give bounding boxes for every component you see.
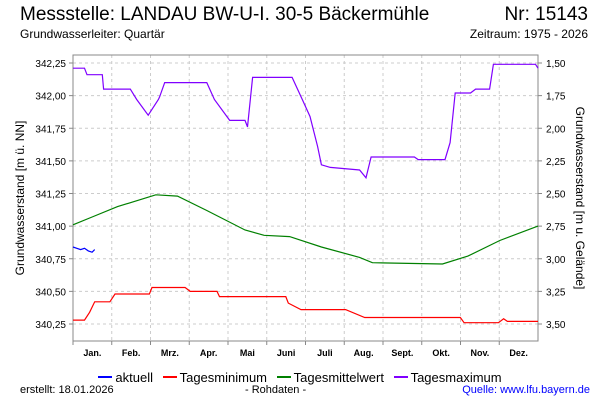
y-tick-label: 341,00 [35, 222, 66, 233]
station-number: Nr: 15143 [504, 4, 588, 25]
y-tick-label: 342,00 [35, 92, 66, 103]
legend-label: aktuell [115, 369, 153, 385]
y2-axis-label: Grundwasserstand [m u. Gelände] [573, 107, 587, 290]
legend: aktuell Tagesminimum Tagesmittelwert Tag… [0, 366, 600, 385]
legend-aktuell: aktuell [98, 370, 153, 385]
legend-label: Tagesminimum [179, 369, 268, 385]
series-line-tagesmaximum [73, 63, 539, 180]
y-tick-label: 341,25 [35, 190, 66, 201]
x-tick-label: Dez. [509, 348, 528, 358]
x-tick-label: Apr. [200, 348, 218, 358]
legend-label: Tagesmaximum [410, 369, 502, 385]
x-tick-label: Juli [317, 348, 333, 358]
y2-tick-label: 1,50 [546, 59, 566, 70]
x-tick-label: Okt. [432, 348, 450, 358]
y-axis-label: Grundwasserstand [m ü. NN] [13, 121, 27, 276]
x-tick-label: Aug. [354, 348, 374, 358]
x-tick-label: Mai [240, 348, 255, 358]
series-line-tagesminimum [73, 286, 538, 324]
y-tick-label: 341,50 [35, 157, 66, 168]
x-tick-label: Juni [277, 348, 296, 358]
y2-tick-label: 1,75 [546, 92, 566, 103]
y2-tick-label: 2,50 [546, 190, 566, 201]
y2-tick-label: 3,25 [546, 287, 566, 298]
created-date: erstellt: 18.01.2026 [20, 384, 114, 396]
source-link[interactable]: Quelle: www.lfu.bayern.de [462, 384, 590, 396]
y2-tick-label: 2,75 [546, 222, 566, 233]
x-tick-label: Sept. [391, 348, 413, 358]
legend-label: Tagesmittelwert [293, 369, 384, 385]
y-tick-label: 340,75 [35, 255, 66, 266]
plot-frame [72, 54, 539, 342]
y2-tick-label: 2,00 [546, 124, 566, 135]
y-tick-label: 342,25 [35, 59, 66, 70]
raw-data-note: - Rohdaten - [245, 384, 307, 396]
legend-tagesminimum: Tagesminimum [162, 369, 268, 385]
legend-swatch [162, 376, 177, 378]
legend-tagesmaximum: Tagesmaximum [393, 369, 502, 385]
x-tick-label: Jan. [83, 348, 101, 358]
series-line-tagesmittelwert [72, 194, 539, 265]
y2-tick-label: 2,25 [546, 157, 566, 168]
series-line-aktuell [72, 246, 96, 253]
chart-title: Messstelle: LANDAU BW-U-I. 30-5 Bäckermü… [20, 4, 430, 25]
legend-swatch [393, 376, 408, 378]
y-tick-label: 341,75 [35, 124, 66, 135]
legend-swatch [98, 376, 113, 378]
legend-swatch [276, 376, 291, 378]
aquifer-label: Grundwasserleiter: Quartär [20, 27, 165, 41]
x-tick-label: Feb. [122, 348, 141, 358]
x-tick-label: Mrz. [161, 348, 179, 358]
y2-tick-label: 3,00 [546, 255, 566, 266]
y2-tick-label: 3,50 [546, 320, 566, 331]
period-label: Zeitraum: 1975 - 2026 [469, 27, 588, 41]
legend-tagesmittelwert: Tagesmittelwert [276, 369, 384, 385]
y-tick-label: 340,25 [35, 320, 66, 331]
y-tick-label: 340,50 [35, 287, 66, 298]
x-tick-label: Nov. [470, 348, 489, 358]
